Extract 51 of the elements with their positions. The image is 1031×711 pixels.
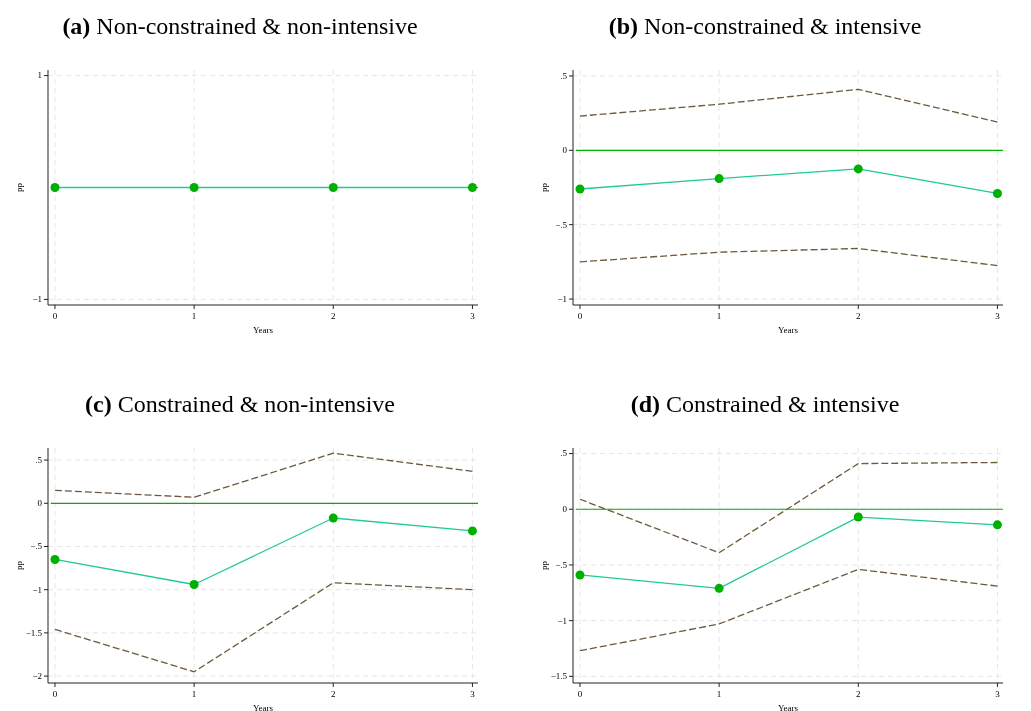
x-tick-label: 1 <box>191 311 197 321</box>
x-axis-title: Years <box>252 325 274 335</box>
chart-title: (d) Constrained & intensive <box>630 391 900 417</box>
x-tick-label: 0 <box>52 689 58 699</box>
y-tick-label: −.5 <box>555 559 568 570</box>
y-tick-label: −.5 <box>30 541 43 552</box>
y-tick-label: .5 <box>560 448 568 459</box>
x-tick-label: 3 <box>470 311 476 321</box>
x-tick-label: 2 <box>856 689 861 699</box>
x-tick-label: 2 <box>331 311 336 321</box>
line-series <box>54 452 474 498</box>
line-series <box>579 461 999 554</box>
x-tick-label: 0 <box>52 311 58 321</box>
y-axis-title: pp <box>539 560 549 570</box>
y-tick-label: −1 <box>32 294 42 305</box>
y-tick-label: −1.5 <box>550 671 568 682</box>
y-tick-label: 0 <box>562 504 568 515</box>
y-tick-label: −1 <box>557 615 567 626</box>
x-tick-label: 1 <box>191 689 197 699</box>
y-tick-label: .5 <box>35 454 43 465</box>
y-tick-label: −1.5 <box>25 627 43 638</box>
y-tick-label: .5 <box>560 70 568 81</box>
y-tick-label: 0 <box>37 498 43 509</box>
x-tick-label: 0 <box>577 689 583 699</box>
line-series <box>579 88 999 123</box>
y-tick-label: −1 <box>557 293 567 304</box>
x-axis-title: Years <box>777 325 799 335</box>
x-tick-label: 0 <box>577 311 583 321</box>
y-tick-label: −2 <box>32 670 42 681</box>
x-tick-label: 2 <box>856 311 861 321</box>
x-axis-title: Years <box>777 703 799 711</box>
chart-title: (b) Non-constrained & intensive <box>608 13 922 39</box>
chart-title: (c) Constrained & non-intensive <box>85 391 395 417</box>
x-tick-label: 3 <box>470 689 476 699</box>
y-tick-label: 0 <box>562 145 568 156</box>
line-series <box>54 582 474 673</box>
line-series <box>579 247 999 267</box>
x-axis-title: Years <box>252 703 274 711</box>
x-tick-label: 2 <box>331 689 336 699</box>
y-tick-label: −1 <box>32 584 42 595</box>
line-series <box>579 568 999 652</box>
y-axis-title: pp <box>539 182 549 192</box>
x-tick-label: 1 <box>716 311 722 321</box>
x-tick-label: 3 <box>995 311 1001 321</box>
y-axis-title: pp <box>14 560 24 570</box>
chart-title: (a) Non-constrained & non-intensive <box>62 13 418 39</box>
y-tick-label: −.5 <box>555 219 568 230</box>
y-tick-label: 1 <box>37 70 42 81</box>
x-tick-label: 1 <box>716 689 722 699</box>
x-tick-label: 3 <box>995 689 1001 699</box>
y-axis-title: pp <box>14 182 24 192</box>
